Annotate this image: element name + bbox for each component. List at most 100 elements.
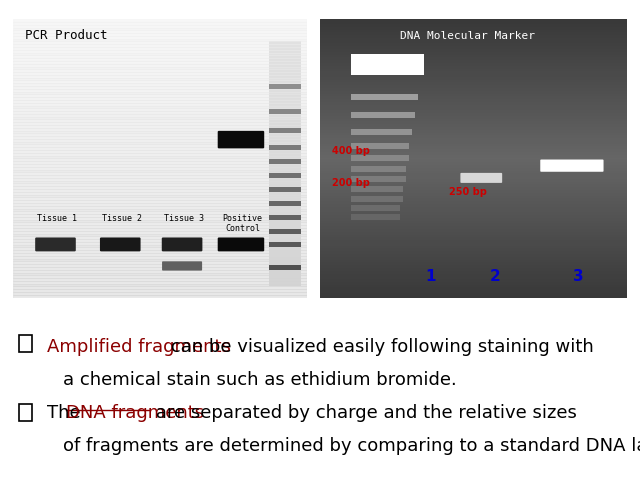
Bar — [351, 129, 412, 135]
Bar — [320, 58, 627, 61]
Bar — [269, 187, 301, 192]
Text: Amplified fragments: Amplified fragments — [47, 338, 230, 356]
Bar — [13, 142, 307, 144]
Bar — [13, 222, 307, 225]
Bar — [320, 183, 627, 186]
Bar — [13, 131, 307, 133]
Bar — [320, 228, 627, 231]
Bar — [269, 109, 301, 114]
Bar — [320, 211, 627, 214]
Bar — [320, 50, 627, 53]
Bar — [320, 53, 627, 55]
Bar — [13, 78, 307, 81]
Bar — [13, 180, 307, 183]
Bar — [320, 186, 627, 189]
FancyBboxPatch shape — [162, 261, 202, 271]
Bar — [13, 273, 307, 276]
Bar — [320, 86, 627, 89]
Bar — [320, 189, 627, 192]
Text: 250 bp: 250 bp — [449, 187, 487, 197]
Bar — [320, 125, 627, 128]
Bar — [13, 211, 307, 214]
Bar — [320, 222, 627, 225]
Bar — [320, 108, 627, 111]
Bar — [320, 100, 627, 103]
Bar — [13, 278, 307, 281]
Bar — [13, 81, 307, 83]
Bar — [320, 295, 627, 298]
Bar — [13, 30, 307, 33]
Bar — [320, 161, 627, 164]
Bar — [13, 186, 307, 189]
Bar — [320, 287, 627, 289]
Bar — [320, 131, 627, 133]
Bar — [13, 36, 307, 39]
Bar — [13, 194, 307, 197]
Bar — [13, 228, 307, 231]
Bar — [320, 236, 627, 239]
Bar — [320, 92, 627, 95]
Bar — [13, 206, 307, 208]
Bar — [13, 33, 307, 36]
Bar — [320, 75, 627, 78]
Bar — [320, 217, 627, 220]
Bar — [13, 92, 307, 95]
Bar — [320, 142, 627, 144]
Bar — [13, 69, 307, 72]
Text: Positive
Control: Positive Control — [223, 214, 262, 233]
Bar — [13, 169, 307, 172]
Bar — [320, 197, 627, 200]
Bar — [320, 172, 627, 175]
Bar — [13, 250, 307, 253]
Text: can be visualized easily following staining with: can be visualized easily following stain… — [164, 338, 593, 356]
FancyBboxPatch shape — [100, 238, 141, 252]
Bar — [320, 203, 627, 206]
Bar — [269, 265, 301, 270]
Bar — [320, 55, 627, 58]
Text: a chemical stain such as ethidium bromide.: a chemical stain such as ethidium bromid… — [63, 371, 457, 389]
Bar — [13, 167, 307, 169]
Bar — [320, 64, 627, 67]
Bar — [320, 22, 627, 25]
Bar — [320, 89, 627, 92]
Bar — [320, 192, 627, 194]
Bar — [269, 84, 301, 89]
Bar — [320, 83, 627, 86]
Bar — [13, 58, 307, 61]
Bar — [320, 289, 627, 292]
Bar — [13, 214, 307, 217]
Bar — [320, 264, 627, 267]
Bar — [320, 234, 627, 236]
Bar — [320, 158, 627, 161]
Bar — [320, 27, 627, 30]
Bar — [13, 267, 307, 270]
Bar — [320, 150, 627, 153]
Bar — [320, 81, 627, 83]
Bar — [320, 111, 627, 114]
Bar — [13, 136, 307, 139]
Text: Tissue 3: Tissue 3 — [164, 214, 204, 223]
FancyBboxPatch shape — [35, 238, 76, 252]
Bar — [269, 228, 301, 234]
Bar — [320, 169, 627, 172]
Bar — [320, 156, 627, 158]
Bar — [320, 231, 627, 234]
Bar — [13, 225, 307, 228]
Bar — [320, 281, 627, 284]
Bar — [13, 25, 307, 27]
Bar — [269, 145, 301, 150]
Bar — [13, 133, 307, 136]
Bar — [13, 292, 307, 295]
Bar — [351, 112, 415, 118]
Bar — [13, 120, 307, 122]
Bar — [13, 122, 307, 125]
Bar — [13, 264, 307, 267]
Text: Tissue 1: Tissue 1 — [37, 214, 77, 223]
Bar — [13, 192, 307, 194]
Bar — [13, 144, 307, 147]
Bar — [320, 239, 627, 242]
Bar — [351, 186, 403, 192]
Bar — [13, 95, 307, 97]
Bar — [320, 208, 627, 211]
Bar — [13, 276, 307, 278]
